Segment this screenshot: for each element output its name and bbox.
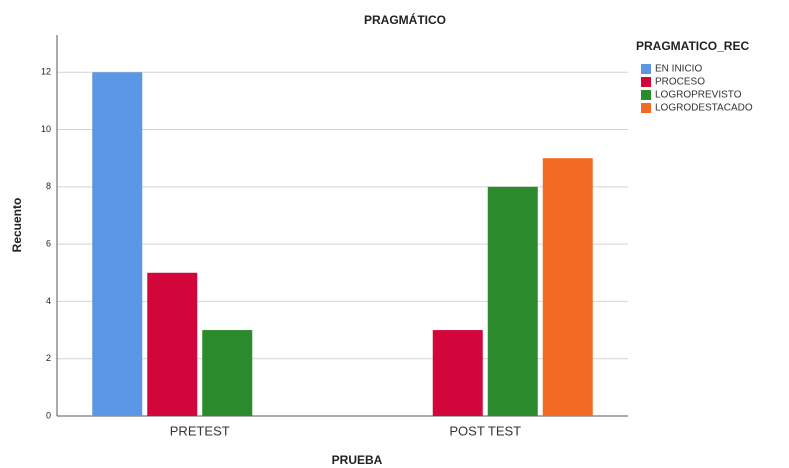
y-tick-label: 10 [41,124,51,134]
y-tick-label: 8 [46,181,51,191]
bar [487,186,538,416]
y-axis-label: Recuento [10,198,24,253]
x-tick-label: PRETEST [170,423,230,438]
y-tick-label: 4 [46,296,51,306]
x-axis-label: PRUEBA [332,453,383,467]
legend-label: PROCESO [655,77,705,88]
bar [92,72,143,416]
x-tick-label: POST TEST [449,423,521,438]
bar [432,330,483,416]
chart-title: PRAGMÁTICO [364,12,446,27]
y-tick-label: 6 [46,238,51,248]
bar [147,272,198,416]
y-tick-label: 0 [46,410,51,420]
legend-title: PRAGMATICO_REC [636,39,749,53]
y-tick-label: 2 [46,353,51,363]
bar [202,330,253,416]
bar [542,158,593,416]
legend-swatch [641,64,651,74]
legend-swatch [641,90,651,100]
legend-label: EN INICIO [655,64,702,75]
legend-swatch [641,77,651,87]
legend-label: LOGRODESTACADO [655,103,753,114]
y-tick-label: 12 [41,67,51,77]
legend-label: LOGROPREVISTO [655,90,742,101]
legend-swatch [641,103,651,113]
